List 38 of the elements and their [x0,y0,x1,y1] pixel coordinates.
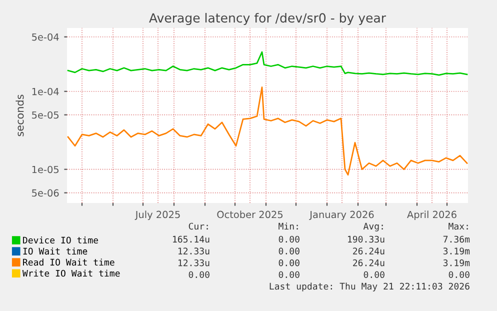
legend-label: IO Wait time [23,248,88,255]
text: 12.33u [178,248,210,254]
text: 26.24u [353,259,384,266]
text: 165.14u [173,236,210,243]
chart-title: Average latency for /dev/sr0 - by year [149,12,386,26]
text: 12.33u [178,259,210,266]
line-series [67,51,468,76]
y-tick-label: 5e-06 [32,189,59,197]
text: 0.00 [278,248,300,254]
text: Min: [278,222,298,230]
text: 190.33u [348,236,384,243]
x-tick-label: October 2025 [217,210,283,218]
x-tick-label: April 2026 [407,210,456,220]
text: 0.00 [364,271,384,278]
text: 0.00 [278,236,300,243]
y-axis-title: seconds [16,94,24,136]
legend-label: Write IO Wait time [22,270,120,277]
text: 0.00 [278,259,300,266]
y-tick-label: 5e-04 [32,33,59,41]
text: 0.00 [448,271,470,278]
x-tick-label: January 2026 [309,210,374,220]
text: Cur: [188,222,208,230]
text: Max: [448,222,468,230]
text: 26.24u [353,248,384,254]
line-series [67,86,468,176]
y-tick-label: 1e-05 [32,166,59,174]
y-tick-label: 1e-04 [32,88,59,96]
x-tick-label: July 2025 [134,210,180,220]
text: Avg: [363,222,383,232]
legend-label: Read IO Wait time [23,258,114,266]
y-tick-label: 5e-05 [32,111,59,119]
text: 7.36m [443,236,470,243]
text: 3.19m [443,248,470,254]
legend-label: Device IO time [23,236,98,244]
text: 0.00 [278,271,300,278]
text: Last update: Thu May 21 22:11:03 2026 [270,282,470,292]
text: 3.19m [443,259,470,266]
text: 0.00 [188,271,210,278]
